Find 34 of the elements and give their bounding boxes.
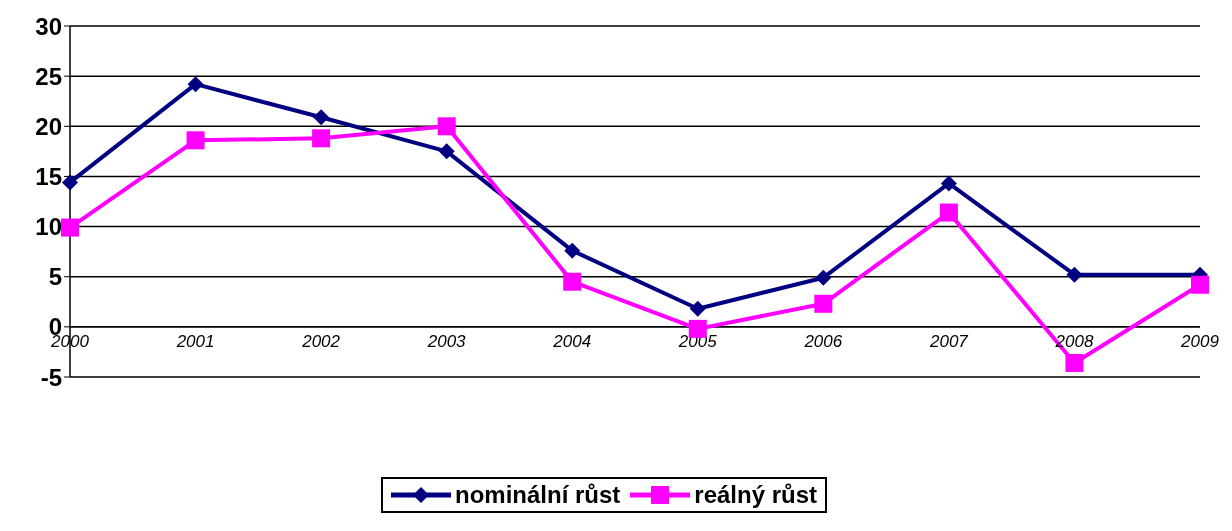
y-tick-label: 5 xyxy=(48,263,62,291)
point xyxy=(313,109,330,126)
point xyxy=(437,117,456,136)
point xyxy=(186,131,205,150)
point xyxy=(689,300,706,317)
x-tick-label: 2007 xyxy=(928,331,969,351)
point xyxy=(187,76,204,93)
y-tick-label: 15 xyxy=(35,162,62,190)
x-tick-label: 2001 xyxy=(175,331,215,351)
point xyxy=(564,242,581,259)
point xyxy=(814,294,833,313)
y-tick-label: 20 xyxy=(35,112,62,140)
point xyxy=(61,218,79,237)
y-tick-label: 30 xyxy=(35,12,62,40)
point xyxy=(1066,266,1083,283)
y-tick-label: 25 xyxy=(35,62,62,90)
legend-label: reálný růst xyxy=(694,481,818,509)
point xyxy=(1191,275,1209,294)
x-tick-label: 2006 xyxy=(803,331,843,351)
point xyxy=(815,269,832,286)
x-tick-label: 2002 xyxy=(301,331,341,351)
y-tick-label: 10 xyxy=(35,213,62,241)
x-tick-label: 2009 xyxy=(1180,331,1220,351)
point xyxy=(312,129,331,148)
point xyxy=(563,272,582,291)
point xyxy=(1065,353,1084,372)
point xyxy=(438,143,455,160)
x-tick-label: 2003 xyxy=(426,331,467,351)
point xyxy=(62,174,78,191)
point xyxy=(939,203,958,222)
x-tick-label: 2004 xyxy=(552,331,592,351)
legend-label: nominální růst xyxy=(454,481,621,509)
y-tick-label: -5 xyxy=(40,363,62,391)
point xyxy=(940,175,957,192)
